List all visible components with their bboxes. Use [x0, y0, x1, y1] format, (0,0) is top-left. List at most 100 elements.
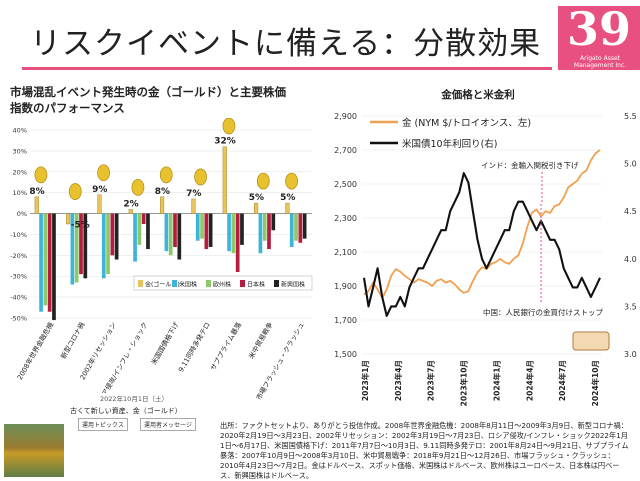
annotation-india: インド：金輸入関税引き下げ	[481, 160, 579, 170]
bar-3-2	[74, 213, 79, 283]
y-tick-label: 40%	[13, 127, 27, 135]
bar-2-4	[133, 213, 137, 262]
gold-data-label: 8%	[29, 187, 44, 197]
gold-data-label: 5%	[249, 193, 264, 203]
bar-4-8	[267, 213, 271, 250]
bar-5-1	[52, 213, 56, 321]
category-label: 米中貿易戦争	[246, 320, 274, 360]
legend-label: 金 (NYM $/トロイオンス、左)	[402, 117, 531, 129]
bar-3-1	[43, 213, 48, 306]
page-number-badge	[558, 6, 640, 70]
bar-2-5	[164, 213, 169, 252]
publisher-label: Arigato Asset Management Inc.	[562, 55, 638, 69]
bar-5-9	[302, 213, 307, 239]
bar-5-6	[208, 213, 213, 247]
legend-label: 米国株	[179, 281, 197, 289]
legend-swatch	[138, 280, 143, 287]
right-axis-tick: 3.0	[624, 350, 637, 359]
legend-swatch	[206, 280, 211, 287]
right-axis-tick: 5.0	[624, 160, 637, 169]
bar-2-1	[39, 213, 43, 312]
x-tick-label: 2023年7月	[426, 360, 436, 401]
gold-coin-icon	[97, 164, 110, 182]
bar-4-3	[110, 213, 115, 256]
left-axis-tick: 2,500	[334, 180, 357, 189]
left-axis-tick: 1,500	[334, 350, 357, 359]
left-axis-tick: 2,900	[334, 112, 357, 121]
bar-4-9	[298, 213, 303, 243]
y-tick-label: -30%	[10, 273, 27, 281]
left-chart-title: 市場混乱イベント発生時の金（ゴールド）と主要株価 指数のパフォーマンス	[10, 84, 330, 116]
left-axis-tick: 2,300	[334, 214, 357, 223]
legend-label: 新興国株	[281, 281, 305, 289]
left-chart-title-line-2: 指数のパフォーマンス	[10, 101, 125, 115]
bar-5-7	[240, 213, 244, 245]
bar-2-9	[289, 213, 294, 247]
bar-5-2	[83, 213, 88, 279]
bar-1-2	[66, 213, 71, 225]
category-label: 9.11同時多発テロ	[176, 321, 212, 374]
page-number: 39	[566, 2, 631, 56]
bar-3-9	[294, 213, 298, 241]
right-axis-tick: 4.5	[624, 207, 637, 216]
gold-data-label: 8%	[155, 187, 170, 197]
bar-4-5	[173, 213, 177, 247]
y-tick-label: 20%	[13, 168, 27, 176]
bond-icon	[572, 331, 610, 351]
left-axis-tick: 1,700	[334, 316, 357, 325]
y-tick-label: -10%	[10, 231, 27, 239]
gold-price-vs-us-yield-chart: 金価格と米金利 2,900 2,700 2,500 2,300 2,100 1,900 1,7…	[334, 88, 637, 406]
bar-5-8	[271, 213, 276, 231]
bar-4-7	[235, 213, 240, 273]
x-tick-label: 2024年1月	[491, 360, 501, 401]
bar-4-2	[79, 213, 83, 275]
left-axis-tick: 2,700	[334, 146, 357, 155]
bar-2-2	[70, 213, 75, 285]
bar-3-3	[106, 213, 110, 275]
bar-2-8	[258, 213, 263, 254]
annotation-china: 中国：人民銀行の金買付けストップ	[483, 307, 603, 317]
category-label: 2008年世界金融危機	[15, 320, 55, 381]
thumbnail-date: 2022年10月1日（土）	[100, 395, 168, 403]
left-axis-tick: 2,100	[334, 248, 357, 257]
category-label: 米国国債格下げ	[149, 320, 181, 366]
bar-1-6	[191, 198, 196, 214]
source-note: 出所：ファクトセットより、ありがとう投信作成。2008年世界金融危機：2008年…	[220, 421, 629, 480]
bar-3-6	[200, 213, 204, 239]
x-tick-label: 2023年4月	[393, 360, 403, 401]
bar-1-9	[285, 202, 290, 214]
legend	[133, 275, 313, 291]
gold-data-label: 2%	[123, 199, 138, 209]
gold-coin-icon	[256, 172, 270, 190]
bar-1-1	[34, 196, 39, 214]
bar-4-6	[204, 213, 209, 250]
gold-data-label: 5%	[280, 193, 295, 203]
x-tick-label: 2024年4月	[524, 360, 534, 401]
tag-manager-message[interactable]: 運用者メッセージ	[140, 418, 196, 431]
y-tick-label: -50%	[10, 315, 27, 323]
gold-coin-icon	[159, 166, 173, 184]
legend-swatch	[172, 280, 177, 287]
legend-swatch	[240, 280, 245, 287]
bar-1-4	[128, 209, 133, 214]
bar-3-4	[137, 213, 142, 245]
bar-2-6	[195, 213, 200, 241]
bar-5-4	[146, 213, 150, 250]
gold-data-label: 7%	[186, 189, 201, 199]
legend-label: 金(ゴールド)	[145, 281, 180, 289]
tag-investment-topics[interactable]: 運用トピックス	[78, 418, 128, 431]
publisher-line-2: Management Inc.	[573, 62, 627, 69]
bar-5-5	[177, 213, 182, 260]
bar-3-7	[231, 213, 236, 254]
gold-data-label: 9%	[92, 185, 107, 195]
bar-1-5	[160, 196, 165, 214]
gold-coin-icon	[285, 172, 298, 190]
y-tick-label: 10%	[13, 189, 27, 197]
x-tick-label: 2023年10月	[459, 360, 469, 406]
bar-3-8	[262, 213, 267, 241]
page-title: リスクイベントに備える：分散効果	[30, 26, 542, 62]
bar-1-8	[254, 202, 259, 214]
y-tick-label: 30%	[13, 147, 27, 155]
x-tick-label: 2023年1月	[360, 360, 370, 401]
gold-data-label: -5%	[71, 221, 90, 231]
